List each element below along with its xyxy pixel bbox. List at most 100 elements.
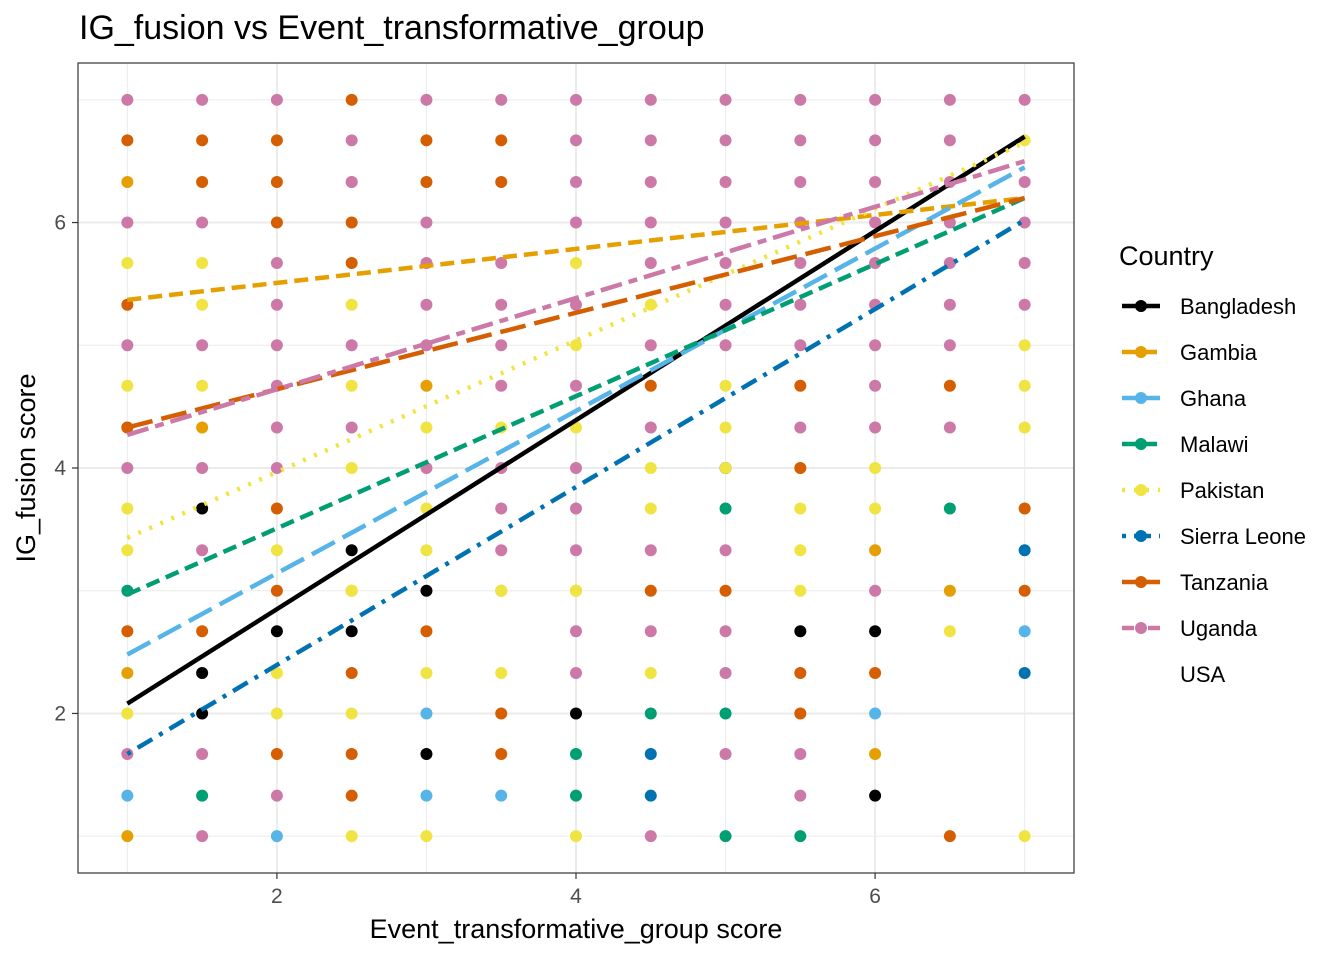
point-pakistan <box>345 298 358 311</box>
point-tanzania <box>794 379 807 392</box>
trend-line-sierra-leone <box>126 218 1026 756</box>
point-pakistan <box>869 502 882 515</box>
point-uganda <box>794 339 807 352</box>
point-tanzania <box>495 707 508 720</box>
point-ghana <box>270 830 283 843</box>
point-uganda <box>495 502 508 515</box>
point-uganda <box>869 216 882 229</box>
point-pakistan <box>570 584 582 597</box>
point-pakistan <box>121 544 134 557</box>
point-uganda <box>495 93 508 106</box>
point-tanzania <box>719 584 732 597</box>
point-pakistan <box>943 625 956 638</box>
point-pakistan <box>420 544 433 557</box>
point-uganda <box>719 176 732 189</box>
point-pakistan <box>794 544 807 557</box>
point-tanzania <box>270 502 283 515</box>
point-uganda <box>719 257 732 270</box>
legend-label: USA <box>1180 662 1226 687</box>
legend-key-point <box>1135 392 1147 404</box>
legend-item-pakistan: Pakistan <box>1122 478 1264 503</box>
point-uganda <box>495 339 508 352</box>
trend-line-gambia <box>127 195 1025 303</box>
legend-label: Sierra Leone <box>1180 524 1306 549</box>
point-uganda <box>196 462 209 474</box>
point-malawi <box>570 747 582 760</box>
point-malawi <box>794 830 807 843</box>
point-uganda <box>869 176 882 189</box>
point-uganda <box>794 93 807 106</box>
point-pakistan <box>644 298 657 311</box>
point-uganda <box>719 339 732 352</box>
point-pakistan <box>345 584 358 597</box>
point-uganda <box>1018 176 1031 189</box>
point-gambia <box>420 379 433 392</box>
point-ghana <box>420 789 433 802</box>
point-malawi <box>644 707 657 720</box>
point-pakistan <box>719 462 732 474</box>
point-bangladesh <box>420 747 433 760</box>
x-axis: 2 4 6 <box>271 873 881 908</box>
point-uganda <box>794 257 807 270</box>
point-uganda <box>570 93 582 106</box>
point-bangladesh <box>869 789 882 802</box>
point-uganda <box>570 462 582 474</box>
point-pakistan <box>121 502 134 515</box>
point-pakistan <box>644 502 657 515</box>
point-gambia <box>869 544 882 557</box>
point-ghana <box>869 707 882 720</box>
point-uganda <box>1018 93 1031 106</box>
point-malawi <box>719 707 732 720</box>
point-uganda <box>121 462 134 474</box>
chart-title: IG_fusion vs Event_transformative_group <box>79 9 705 47</box>
point-uganda <box>644 421 657 434</box>
legend-item-uganda: Uganda <box>1122 616 1258 641</box>
point-gambia <box>869 747 882 760</box>
point-uganda <box>943 134 956 147</box>
point-uganda <box>570 544 582 557</box>
point-uganda <box>719 134 732 147</box>
point-tanzania <box>345 666 358 679</box>
point-tanzania <box>794 462 807 474</box>
point-pakistan <box>196 257 209 270</box>
point-sierra-leone <box>644 747 657 760</box>
point-uganda <box>570 176 582 189</box>
point-uganda <box>345 134 358 147</box>
point-bangladesh <box>345 544 358 557</box>
x-tick-label: 6 <box>869 885 881 908</box>
point-uganda <box>644 257 657 270</box>
legend-item-tanzania: Tanzania <box>1122 570 1269 595</box>
point-pakistan <box>644 462 657 474</box>
point-pakistan <box>1018 830 1031 843</box>
legend-title: Country <box>1119 241 1214 271</box>
legend-item-sierra-leone: Sierra Leone <box>1122 524 1306 549</box>
legend-item-usa: USA <box>1180 662 1226 687</box>
point-pakistan <box>270 707 283 720</box>
point-uganda <box>1018 298 1031 311</box>
point-uganda <box>196 339 209 352</box>
point-uganda <box>270 421 283 434</box>
point-uganda <box>345 176 358 189</box>
point-pakistan <box>196 379 209 392</box>
point-tanzania <box>420 134 433 147</box>
point-tanzania <box>196 134 209 147</box>
point-pakistan <box>420 830 433 843</box>
point-pakistan <box>719 421 732 434</box>
point-uganda <box>270 789 283 802</box>
point-bangladesh <box>420 584 433 597</box>
point-malawi <box>570 789 582 802</box>
point-uganda <box>420 298 433 311</box>
point-pakistan <box>345 830 358 843</box>
point-sierra-leone <box>644 789 657 802</box>
legend-key-point <box>1135 530 1147 542</box>
point-uganda <box>719 625 732 638</box>
point-tanzania <box>345 93 358 106</box>
point-uganda <box>570 298 582 311</box>
point-tanzania <box>794 666 807 679</box>
point-uganda <box>644 93 657 106</box>
point-uganda <box>719 666 732 679</box>
legend-label: Pakistan <box>1180 478 1264 503</box>
x-tick-label: 2 <box>271 885 283 908</box>
point-uganda <box>196 93 209 106</box>
